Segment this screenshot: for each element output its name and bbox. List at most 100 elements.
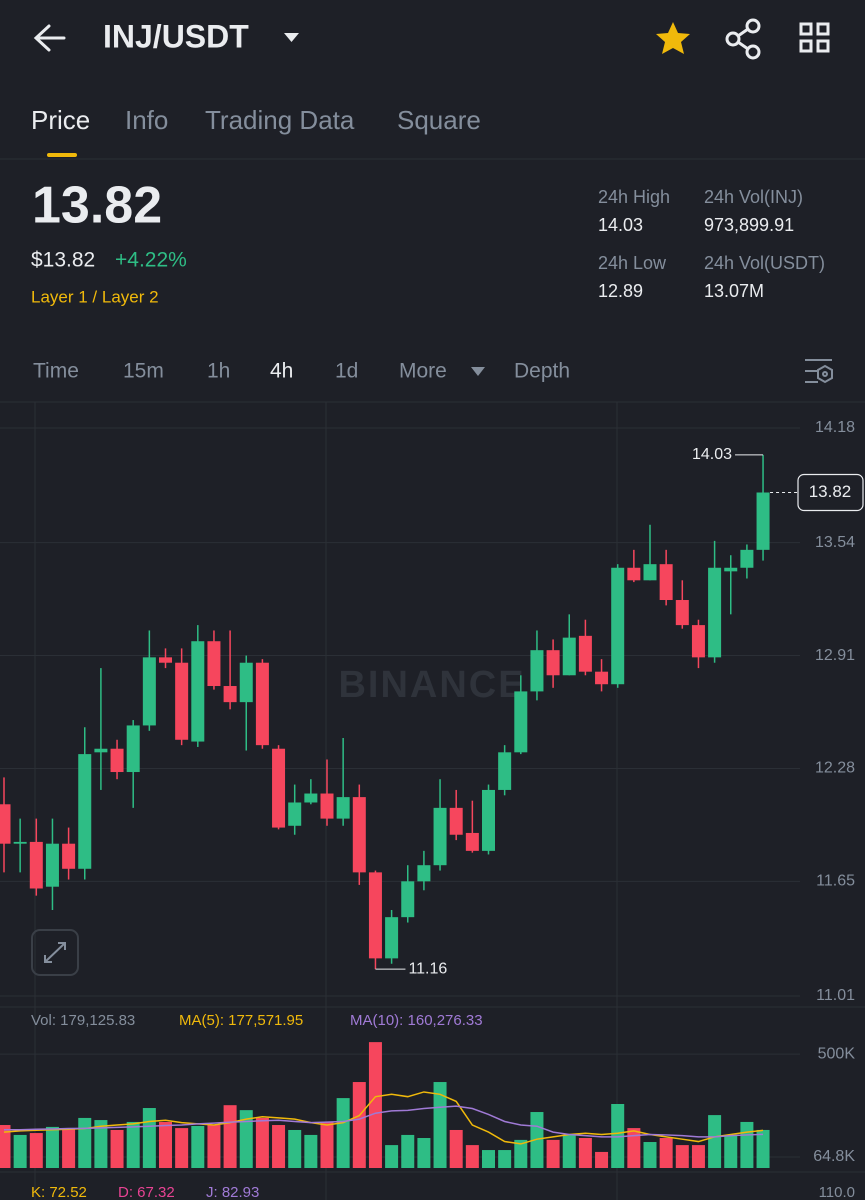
volume-bar [288,1129,302,1168]
volume-legend: Vol: 179,125.83 [31,1012,135,1029]
stat-label: 24h Low [598,253,667,273]
candle-body [304,793,318,803]
candle-body [449,807,463,835]
interval[interactable]: 1h [207,360,230,383]
candle-body [78,754,92,869]
volume-bar [498,1150,512,1168]
stat-value: 13.07M [704,281,764,301]
candle-body [207,641,221,687]
interval[interactable]: 4h [270,360,293,383]
candle-body [191,641,205,742]
low-label: 11.16 [408,960,447,977]
ma-line [3,1091,764,1145]
candle-body [29,841,43,889]
watermark: BINANCE [338,664,525,706]
volume-bar [223,1105,237,1168]
volume-bar [78,1117,92,1168]
candle-body [756,492,770,550]
volume-bar [595,1151,609,1168]
interval[interactable]: 1d [335,360,358,383]
price-change: +4.22% [115,249,187,272]
candle-body [546,650,560,676]
tab[interactable]: Square [397,105,481,135]
candle-body [352,797,366,873]
candle-body [13,841,27,844]
candle-body [433,807,447,866]
candle-body [368,872,382,959]
volume-bar [352,1082,366,1168]
candle-body [562,637,576,676]
last-price-label: 13.82 [809,482,852,501]
interval[interactable]: More [399,360,447,383]
kdj-k: K: 72.52 [31,1184,87,1200]
y-tick-label: 11.01 [816,987,855,1004]
interval[interactable]: Depth [514,360,570,383]
candle-body [724,567,738,572]
candle-body [691,625,705,658]
tab[interactable]: Info [125,105,168,135]
candle-body [578,635,592,672]
candle-body [675,600,689,626]
y-tick-label: 12.91 [815,647,855,664]
favorite-star[interactable] [656,22,690,54]
candle-body [659,564,673,601]
last-price: 13.82 [32,177,162,235]
volume-bar [691,1145,705,1168]
tab[interactable]: Trading Data [205,105,355,135]
candle-body [643,564,657,581]
volume-bar [627,1128,641,1168]
back-button[interactable] [33,24,66,52]
expand-button[interactable] [31,929,79,976]
high-label: 14.03 [692,446,732,463]
candle-body [94,748,108,753]
volume-bar [675,1145,689,1168]
candle-body [708,567,722,658]
menu-grid[interactable] [799,22,830,53]
volume-bar [45,1126,59,1168]
y-tick-label: 14.18 [815,419,855,436]
y-tick-label: 13.54 [815,534,855,551]
interval[interactable]: 15m [123,360,164,383]
stat-label: 24h Vol(USDT) [704,253,825,273]
volume-bar [514,1139,528,1168]
pair-title[interactable]: INJ/USDT [103,18,249,54]
y-tick-label: 12.28 [815,760,855,777]
pair-dropdown[interactable] [284,33,299,42]
volume-bar [207,1125,221,1168]
stat-label: 24h Vol(INJ) [704,187,803,207]
candle-body [401,881,415,918]
chart-settings[interactable] [805,359,833,384]
candle-body [482,789,495,851]
volume-bar [0,1125,11,1168]
y-tick-label: 64.8K [813,1148,855,1165]
volume-bar [756,1129,770,1168]
last-price-box [797,473,864,512]
volume-bar [724,1134,738,1168]
volume-bar [272,1125,286,1168]
stat-value: 12.89 [598,281,643,301]
candle-body [385,917,399,959]
stat-value: 973,899.91 [704,215,794,235]
volume-bar [385,1145,399,1168]
candle-body [417,865,431,882]
volume-bar [62,1128,76,1168]
volume-bar [401,1134,415,1168]
usd-price: $13.82 [31,249,95,272]
candle-body [142,657,156,726]
category-tag[interactable]: Layer 1 / Layer 2 [31,287,159,306]
candle-body [336,797,350,819]
candle-body [740,549,754,568]
candle-body [159,657,172,663]
share-button[interactable] [725,18,761,60]
volume-bar [417,1138,431,1168]
kdj-d: D: 67.32 [118,1184,175,1200]
interval[interactable]: Time [33,360,79,383]
kdj-axis-label: 110.0 [819,1184,855,1200]
volume-bar [159,1121,172,1168]
candle-body [272,748,286,828]
volume-bar [126,1121,140,1168]
more-dropdown[interactable] [471,367,485,376]
volume-bar [13,1134,27,1168]
candle-body [175,662,189,740]
tab[interactable]: Price [31,105,90,135]
